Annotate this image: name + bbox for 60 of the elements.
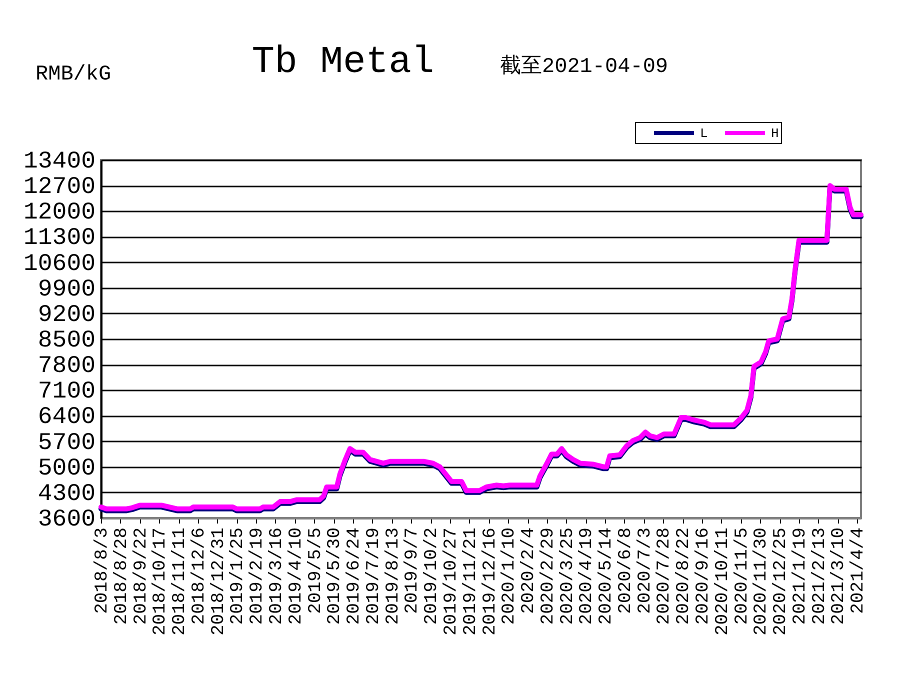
legend-label: H (771, 126, 779, 141)
x-tick-label: 2020/6/8 (616, 528, 636, 614)
x-tick-label: 2020/11/5 (732, 528, 752, 625)
y-tick-label: 11300 (23, 225, 96, 252)
x-tick-label: 2018/8/28 (112, 528, 132, 625)
y-tick-label: 6400 (38, 404, 96, 432)
y-tick-label: 7800 (38, 353, 96, 380)
x-tick-label: 2018/9/22 (131, 528, 152, 625)
x-tick-label: 2020/11/30 (752, 528, 772, 636)
x-tick-label: 2019/11/21 (460, 528, 481, 636)
x-tick-label: 2019/12/16 (480, 528, 500, 636)
x-tick-label: 2020/7/28 (654, 528, 675, 625)
y-tick-label: 13400 (23, 148, 96, 176)
x-tick-label: 2019/9/7 (402, 528, 423, 614)
y-tick-label: 5000 (38, 455, 96, 482)
x-tick-label: 2019/4/10 (286, 528, 306, 625)
y-tick-label: 10600 (23, 250, 96, 278)
x-tick-label: 2019/5/30 (325, 528, 346, 625)
x-tick-label: 2019/1/25 (228, 528, 248, 625)
y-tick-label: 8500 (38, 328, 96, 354)
x-tick-label: 2020/12/25 (771, 528, 792, 636)
y-tick-label: 12000 (23, 200, 96, 227)
x-tick-label: 2021/4/4 (848, 528, 869, 614)
x-tick-label: 2019/6/24 (344, 528, 365, 625)
legend-label: L (700, 126, 708, 141)
y-tick-label: 5700 (38, 430, 96, 457)
x-tick-label: 2020/5/14 (596, 528, 617, 625)
chart-subtitle: 截至2021-04-09 (500, 54, 668, 79)
y-tick-label: 9900 (38, 276, 96, 304)
y-tick-label: 3600 (38, 506, 96, 534)
x-tick-label: 2020/2/4 (519, 528, 540, 614)
chart-title: Tb Metal (252, 41, 434, 84)
x-tick-label: 2020/10/11 (712, 528, 733, 636)
y-tick-label: 4300 (38, 480, 96, 508)
x-tick-label: 2020/8/22 (674, 528, 694, 625)
x-tick-label: 2019/8/13 (383, 528, 404, 625)
x-tick-label: 2020/7/3 (635, 528, 656, 614)
x-tick-label: 2019/2/19 (248, 528, 268, 625)
x-tick-label: 2019/10/27 (441, 528, 462, 636)
x-tick-label: 2020/9/16 (694, 528, 714, 625)
x-tick-label: 2020/1/10 (500, 528, 520, 625)
x-tick-label: 2018/12/31 (208, 528, 229, 636)
x-tick-label: 2020/4/19 (577, 528, 598, 625)
y-tick-label: 12700 (23, 174, 96, 202)
x-tick-label: 2018/11/11 (170, 528, 190, 636)
x-tick-label: 2019/3/16 (266, 528, 287, 625)
x-tick-label: 2021/2/13 (810, 528, 830, 625)
x-tick-label: 2020/2/29 (538, 528, 558, 625)
y-axis-title: RMB/kG (36, 64, 112, 86)
x-tick-label: 2021/3/10 (829, 528, 850, 625)
x-tick-label: 2018/12/6 (189, 528, 210, 625)
x-tick-label: 2021/1/19 (790, 528, 810, 625)
x-tick-label: 2019/10/2 (422, 528, 442, 625)
x-tick-label: 2018/8/3 (92, 528, 112, 614)
x-tick-label: 2019/5/5 (306, 528, 326, 614)
x-tick-label: 2018/10/17 (150, 528, 171, 636)
x-tick-label: 2020/3/25 (558, 528, 578, 625)
x-tick-label: 2019/7/19 (364, 528, 384, 625)
y-tick-label: 7100 (38, 378, 96, 406)
y-tick-label: 9200 (38, 302, 96, 329)
